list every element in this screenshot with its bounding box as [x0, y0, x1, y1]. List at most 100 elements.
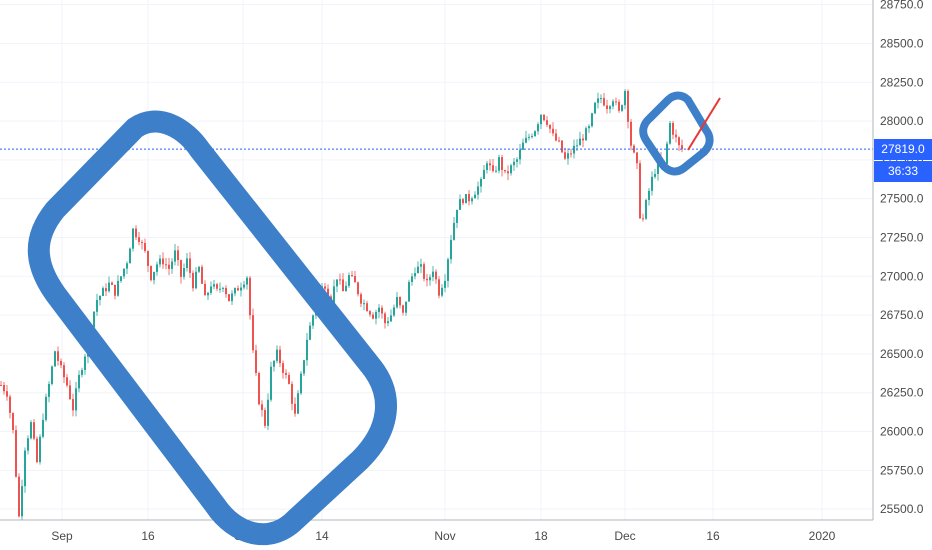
candle — [234, 287, 236, 297]
candle — [201, 264, 203, 284]
candle — [189, 252, 191, 278]
candle — [42, 413, 44, 439]
candle — [240, 282, 242, 297]
candle — [510, 163, 512, 176]
candle — [474, 191, 476, 199]
candle — [165, 257, 167, 270]
candle — [63, 362, 65, 384]
candle — [171, 258, 173, 274]
candle — [414, 267, 416, 280]
candle — [546, 116, 548, 128]
candle — [531, 133, 533, 139]
candle — [144, 238, 146, 253]
candle — [105, 283, 107, 297]
candle — [114, 284, 116, 300]
candle — [471, 196, 473, 205]
candle — [549, 124, 551, 133]
candle — [621, 104, 623, 113]
candle — [6, 385, 8, 401]
rectangle-annotation-small[interactable] — [639, 91, 714, 176]
candle — [405, 301, 407, 316]
candle — [279, 345, 281, 368]
candle — [51, 365, 53, 386]
candle — [411, 273, 413, 286]
candle — [96, 293, 98, 316]
candle — [483, 165, 485, 180]
candle — [291, 381, 293, 411]
candle — [138, 231, 140, 246]
candle — [81, 367, 83, 378]
candle — [435, 269, 437, 284]
candle — [336, 279, 338, 293]
price-tick-label: 26750.0 — [880, 308, 924, 322]
candle — [594, 101, 596, 115]
candle — [639, 160, 641, 220]
candle — [177, 245, 179, 266]
price-tick-label: 26500.0 — [880, 347, 924, 361]
price-axis[interactable] — [872, 0, 932, 520]
candle — [198, 265, 200, 274]
candle — [213, 279, 215, 290]
candle — [678, 136, 680, 152]
candle — [261, 400, 263, 417]
candle — [75, 381, 77, 417]
candle — [564, 147, 566, 160]
candle — [429, 274, 431, 286]
candle — [186, 252, 188, 272]
candle — [438, 276, 440, 299]
candle — [294, 397, 296, 417]
candle — [270, 361, 272, 402]
candle — [207, 291, 209, 300]
candle — [258, 371, 260, 406]
candle — [612, 99, 614, 110]
candle — [393, 304, 395, 318]
candle — [381, 305, 383, 319]
candle — [585, 126, 587, 141]
candle — [69, 380, 71, 400]
candle — [39, 434, 41, 465]
candle — [345, 281, 347, 292]
price-tick-label: 28250.0 — [880, 75, 924, 89]
candle — [462, 197, 464, 206]
countdown-value: 36:33 — [887, 164, 919, 179]
rectangle-annotation-large[interactable] — [27, 110, 397, 546]
candle — [420, 258, 422, 274]
candle — [441, 284, 443, 298]
candle — [195, 267, 197, 290]
candle — [624, 89, 626, 110]
price-tick-label: 28500.0 — [880, 36, 924, 50]
candle — [210, 281, 212, 295]
candle — [243, 280, 245, 290]
candle — [117, 275, 119, 297]
candle — [174, 243, 176, 266]
last-price-value: 27819.0 — [881, 142, 925, 157]
candle — [513, 157, 515, 171]
candle — [183, 263, 185, 280]
candle — [111, 281, 113, 286]
candle — [378, 304, 380, 319]
candle — [348, 272, 350, 288]
candle — [567, 148, 569, 165]
time-tick-label: 16 — [141, 529, 155, 543]
candle — [216, 282, 218, 292]
candle — [204, 280, 206, 296]
candle — [180, 259, 182, 284]
time-tick-label: 16 — [706, 529, 720, 543]
candle — [507, 165, 509, 181]
candle — [375, 309, 377, 325]
time-axis[interactable] — [0, 519, 873, 550]
candle — [132, 227, 134, 252]
candle — [555, 129, 557, 142]
candle — [45, 393, 47, 422]
candle — [525, 130, 527, 144]
candle — [15, 425, 17, 478]
candle — [72, 393, 74, 417]
candle — [282, 360, 284, 379]
candle — [129, 247, 131, 264]
candle — [498, 154, 500, 174]
candle — [669, 120, 671, 145]
candle — [309, 321, 311, 341]
trend-line-annotation[interactable] — [687, 97, 721, 151]
candle — [123, 268, 125, 279]
